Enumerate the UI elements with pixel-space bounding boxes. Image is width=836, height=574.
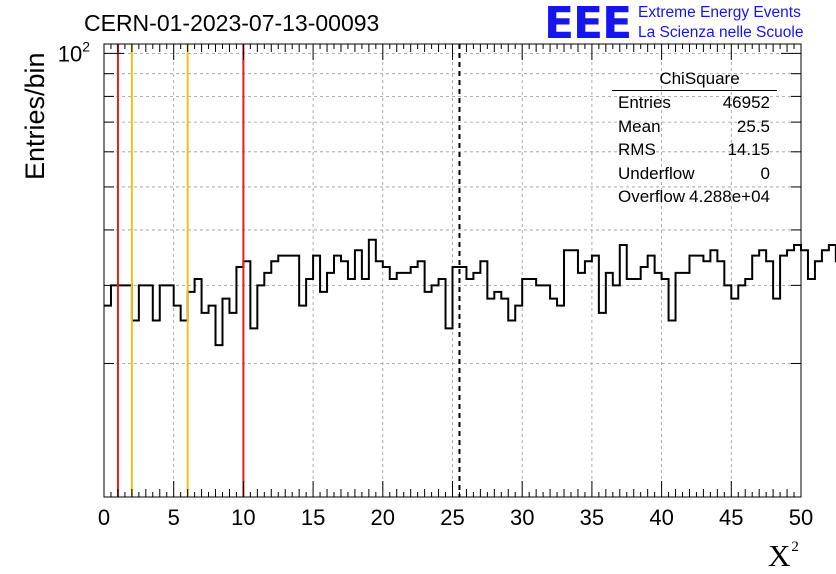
x-axis-label-superscript: 2 [791, 539, 799, 555]
eee-logo: EEE [544, 0, 632, 49]
logo-line-2: La Scienza nelle Scuole [638, 24, 804, 41]
stats-row-entries: Entries 46952 [618, 93, 770, 112]
x-axis-label-base: X [768, 538, 791, 573]
logo-mark: EEE [544, 0, 632, 49]
x-tick-label-35: 35 [580, 505, 604, 530]
logo-text: Extreme Energy Events La Scienza nelle S… [638, 3, 803, 43]
histogram-outline [104, 238, 836, 347]
x-tick-labels: 0 5 10 15 20 25 30 35 40 45 50 [98, 505, 813, 530]
x-tick-label-30: 30 [510, 505, 534, 530]
stats-row-mean: Mean 25.5 [618, 116, 770, 136]
stats-row-underflow: Underflow 0 [618, 163, 770, 183]
x-tick-label-0: 0 [98, 505, 110, 530]
logo-line-1: Extreme Energy Events [638, 4, 801, 21]
x-tick-label-25: 25 [440, 505, 464, 530]
x-tick-label-40: 40 [649, 505, 673, 530]
x-tick-label-45: 45 [719, 505, 743, 530]
stats-box: ChiSquare Entries 46952 Mean 25.5 RMS 14.15… [612, 68, 777, 209]
marker-lines [116, 44, 461, 497]
histogram-bars [104, 238, 836, 347]
x-tick-label-50: 50 [789, 505, 813, 530]
y-tick-label-100: 102 [58, 38, 90, 66]
stats-title: ChiSquare [612, 68, 777, 91]
stats-row-rms: RMS 14.15 [618, 140, 770, 159]
x-tick-label-20: 20 [371, 505, 395, 530]
chart-title: CERN-01-2023-07-13-00093 [84, 10, 380, 36]
stats-row-overflow: Overflow 4.288e+04 [618, 187, 770, 206]
y-axis-label: Entries/bin [20, 52, 50, 180]
x-tick-label-15: 15 [301, 505, 325, 530]
x-tick-label-5: 5 [168, 505, 180, 530]
axis-ticks [103, 44, 802, 497]
x-axis-label: X2 [768, 538, 799, 574]
x-tick-label-10: 10 [231, 505, 255, 530]
